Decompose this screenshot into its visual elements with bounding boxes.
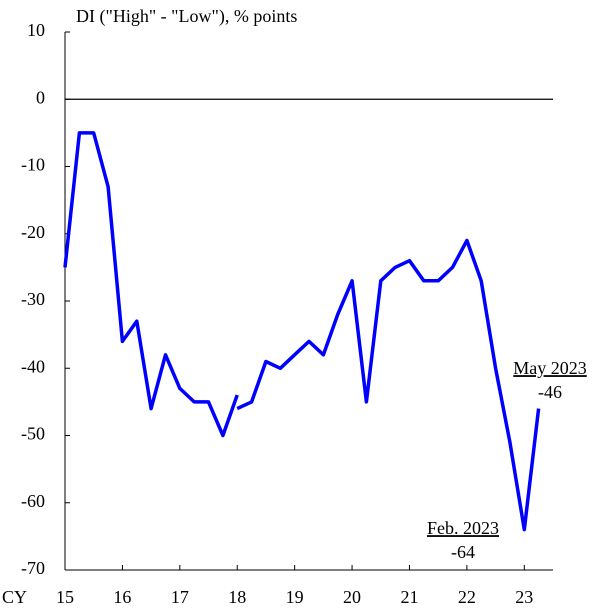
- x-tick-label: 19: [286, 587, 304, 607]
- y-tick-label: -30: [21, 289, 45, 309]
- y-axis-label: DI ("High" - "Low"), % points: [76, 6, 297, 27]
- y-tick-label: 10: [27, 20, 45, 40]
- annotation-title: Feb. 2023: [427, 518, 499, 538]
- y-tick-label: -60: [21, 491, 45, 511]
- x-tick-label: 23: [515, 587, 533, 607]
- annotation-value: -46: [538, 382, 562, 402]
- y-tick-label: -50: [21, 424, 45, 444]
- x-tick-label: 20: [343, 587, 361, 607]
- annotation-title: May 2023: [513, 358, 587, 378]
- x-tick-label: 17: [171, 587, 189, 607]
- x-tick-label: 21: [400, 587, 418, 607]
- data-line: [63, 131, 541, 532]
- y-tick-label: 0: [36, 87, 45, 107]
- y-tick-label: -40: [21, 356, 45, 376]
- y-tick-label: -10: [21, 155, 45, 175]
- x-tick-label: 15: [56, 587, 74, 607]
- x-axis-label: CY: [2, 587, 27, 607]
- annotation-value: -64: [451, 542, 475, 562]
- y-tick-label: -70: [21, 558, 45, 578]
- x-tick-label: 16: [113, 587, 131, 607]
- y-tick-label: -20: [21, 222, 45, 242]
- x-tick-label: 22: [458, 587, 476, 607]
- x-tick-label: 18: [228, 587, 246, 607]
